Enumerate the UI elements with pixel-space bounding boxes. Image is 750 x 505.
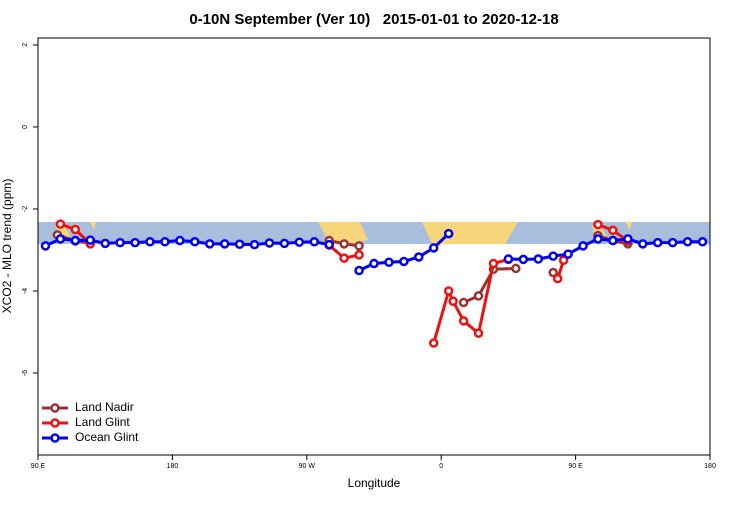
point <box>548 267 558 278</box>
point <box>234 239 245 249</box>
x-axis-label: Longitude <box>348 476 401 490</box>
point <box>204 239 215 249</box>
point <box>458 316 469 326</box>
y-tick-label: -2 <box>22 206 29 212</box>
point <box>55 219 66 229</box>
legend-label: Land Glint <box>75 415 130 429</box>
y-tick-label: -6 <box>22 370 29 376</box>
point <box>339 239 349 249</box>
point <box>399 256 409 267</box>
point <box>160 237 170 247</box>
map-band <box>38 222 710 244</box>
point <box>443 286 454 296</box>
x-tick-label: 0 <box>439 463 443 470</box>
point <box>608 225 618 236</box>
plot-frame <box>37 37 711 456</box>
point <box>428 338 439 348</box>
legend: Land Nadir Land Glint Ocean Glint <box>42 400 139 444</box>
point <box>558 255 569 265</box>
point <box>667 237 678 248</box>
point <box>552 273 563 284</box>
point <box>339 253 349 263</box>
point <box>578 241 588 251</box>
point <box>55 234 66 244</box>
legend-marker <box>50 433 60 443</box>
point <box>448 296 458 306</box>
point <box>279 238 290 249</box>
point <box>488 258 499 269</box>
point <box>638 239 648 249</box>
point <box>175 235 185 246</box>
point <box>428 243 439 253</box>
point <box>593 234 603 244</box>
point <box>70 235 81 246</box>
legend-marker <box>50 418 60 428</box>
point <box>533 254 544 264</box>
point <box>473 328 484 338</box>
y-axis-label: XCO2 - MLO trend (ppm) <box>0 179 14 314</box>
point <box>100 238 110 249</box>
point <box>190 237 200 247</box>
point <box>593 219 603 230</box>
chart-title: 0-10N September (Ver 10) 2015-01-01 to 2… <box>189 11 558 28</box>
point <box>384 257 394 268</box>
point <box>70 224 81 235</box>
point <box>264 238 275 248</box>
point <box>249 239 260 250</box>
point <box>145 237 155 247</box>
point <box>85 235 96 245</box>
point <box>219 239 230 249</box>
point <box>503 254 514 264</box>
point <box>608 235 618 246</box>
point <box>414 252 424 262</box>
x-tick-label: 90 E <box>31 463 46 470</box>
x-tick-label: 180 <box>704 463 716 470</box>
point <box>563 249 573 259</box>
point <box>682 237 693 247</box>
point <box>369 258 379 269</box>
point <box>294 237 305 247</box>
legend-label: Ocean Glint <box>75 430 139 444</box>
point <box>511 263 521 274</box>
point <box>697 237 708 247</box>
point <box>309 237 320 247</box>
point <box>458 297 469 308</box>
point <box>623 234 633 244</box>
point <box>130 237 140 248</box>
x-tick-label: 180 <box>167 463 179 470</box>
point <box>40 241 51 251</box>
y-tick-label: -4 <box>22 288 29 294</box>
point <box>354 250 364 260</box>
point <box>354 241 364 251</box>
x-tick-label: 90 E <box>568 463 583 470</box>
point <box>354 265 364 276</box>
point <box>115 237 125 248</box>
point <box>548 251 558 261</box>
point <box>443 228 454 239</box>
point <box>518 254 529 265</box>
point <box>652 237 663 248</box>
point <box>324 239 334 250</box>
x-tick-label: 90 W <box>299 463 316 470</box>
legend-marker <box>50 403 60 413</box>
point <box>473 291 484 301</box>
y-tick-label: 0 <box>22 125 29 129</box>
y-tick-label: 2 <box>22 43 29 47</box>
legend-label: Land Nadir <box>75 400 134 414</box>
